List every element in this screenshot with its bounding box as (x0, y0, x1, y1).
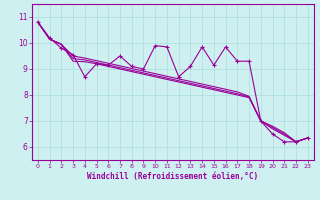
X-axis label: Windchill (Refroidissement éolien,°C): Windchill (Refroidissement éolien,°C) (87, 172, 258, 181)
